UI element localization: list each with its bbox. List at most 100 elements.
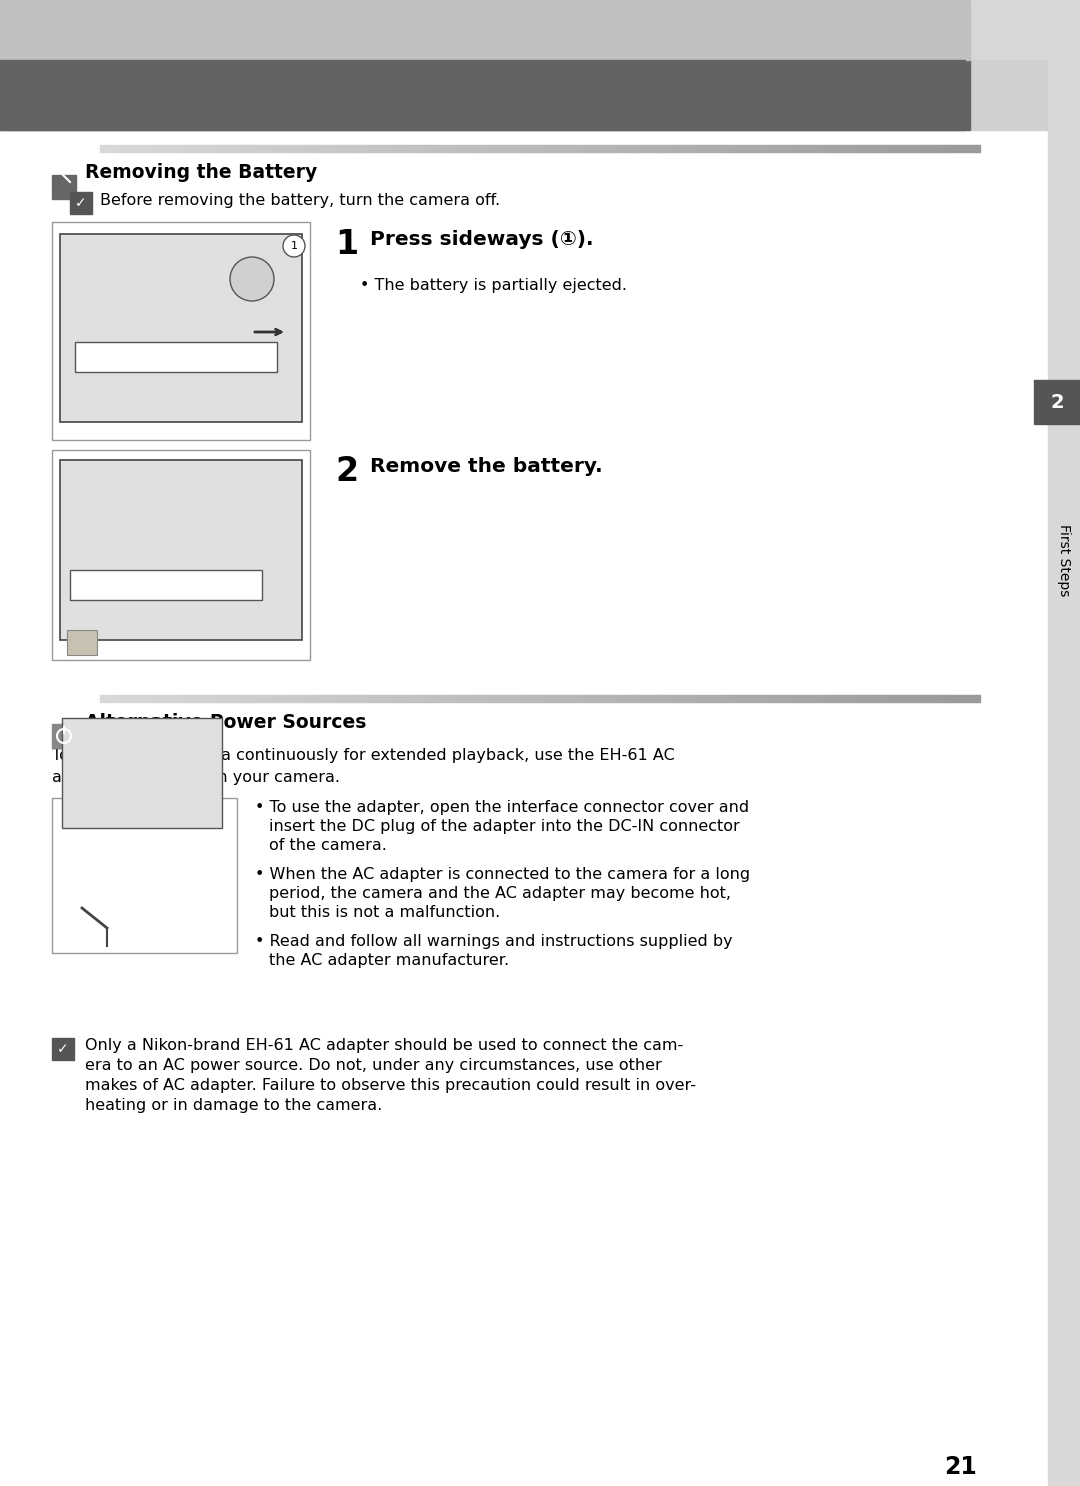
Bar [675,146,676,152]
Bar [761,695,762,701]
Bar [485,146,486,152]
Bar [562,146,563,152]
Bar [751,695,752,701]
Bar [596,695,597,701]
Bar [123,146,124,152]
Bar [211,146,212,152]
Bar [767,146,768,152]
Bar [623,695,624,701]
Bar [130,695,131,701]
Bar [389,695,390,701]
Bar [618,695,619,701]
Bar [151,695,152,701]
Bar [267,146,268,152]
Bar [314,146,315,152]
Bar [394,695,395,701]
Bar [100,146,102,152]
Bar [677,146,678,152]
Bar [702,146,703,152]
Bar [787,146,788,152]
Bar [621,695,622,701]
Bar [710,146,711,152]
Bar [863,146,864,152]
Bar [539,146,540,152]
Bar [255,146,256,152]
Bar [234,695,235,701]
Bar [1034,380,1080,424]
Bar [199,146,200,152]
Bar [156,146,157,152]
Bar [181,146,183,152]
Bar [411,146,413,152]
Bar [603,695,604,701]
Bar [751,146,752,152]
Bar [284,146,285,152]
Bar [712,146,713,152]
Bar [175,695,176,701]
Bar [644,695,645,701]
Bar [383,146,384,152]
Bar [930,146,931,152]
Bar [704,695,705,701]
Bar [895,146,896,152]
Bar [622,146,623,152]
Bar [794,146,795,152]
Bar [368,695,369,701]
Bar [230,146,231,152]
Bar [941,695,942,701]
Bar [789,146,791,152]
Bar [499,146,500,152]
Bar [893,695,894,701]
Bar [441,146,442,152]
Bar [821,146,822,152]
Bar [484,695,485,701]
Bar [883,695,885,701]
Bar [111,146,112,152]
Bar [519,146,521,152]
Bar [113,146,114,152]
Bar [565,146,566,152]
Bar [524,146,525,152]
Bar [409,695,410,701]
Bar [978,695,980,701]
Bar [833,146,834,152]
Bar [646,695,647,701]
Bar [579,695,580,701]
Bar [228,695,229,701]
Bar [974,695,975,701]
Bar [951,695,953,701]
Bar [759,146,760,152]
Bar [453,146,454,152]
Bar [946,146,947,152]
Bar [198,695,199,701]
Bar [503,695,504,701]
Bar [469,695,470,701]
Bar [772,146,773,152]
Bar [275,695,276,701]
Bar [716,695,717,701]
Bar [174,695,175,701]
Bar [612,695,613,701]
Bar [610,695,611,701]
Bar [910,695,912,701]
Bar [293,146,294,152]
Bar [485,695,486,701]
Bar [125,695,126,701]
Bar [240,695,241,701]
Bar [642,146,643,152]
Bar [948,146,949,152]
Bar [137,146,138,152]
Bar [873,695,874,701]
Bar [651,146,652,152]
Bar [0,0,1080,59]
Bar [848,146,849,152]
Bar [52,724,76,747]
Bar [780,695,781,701]
Bar [219,146,220,152]
Bar [207,146,208,152]
Bar [874,146,875,152]
Bar [220,146,221,152]
Text: but this is not a malfunction.: but this is not a malfunction. [269,905,500,920]
Bar [401,695,402,701]
Bar [880,146,881,152]
